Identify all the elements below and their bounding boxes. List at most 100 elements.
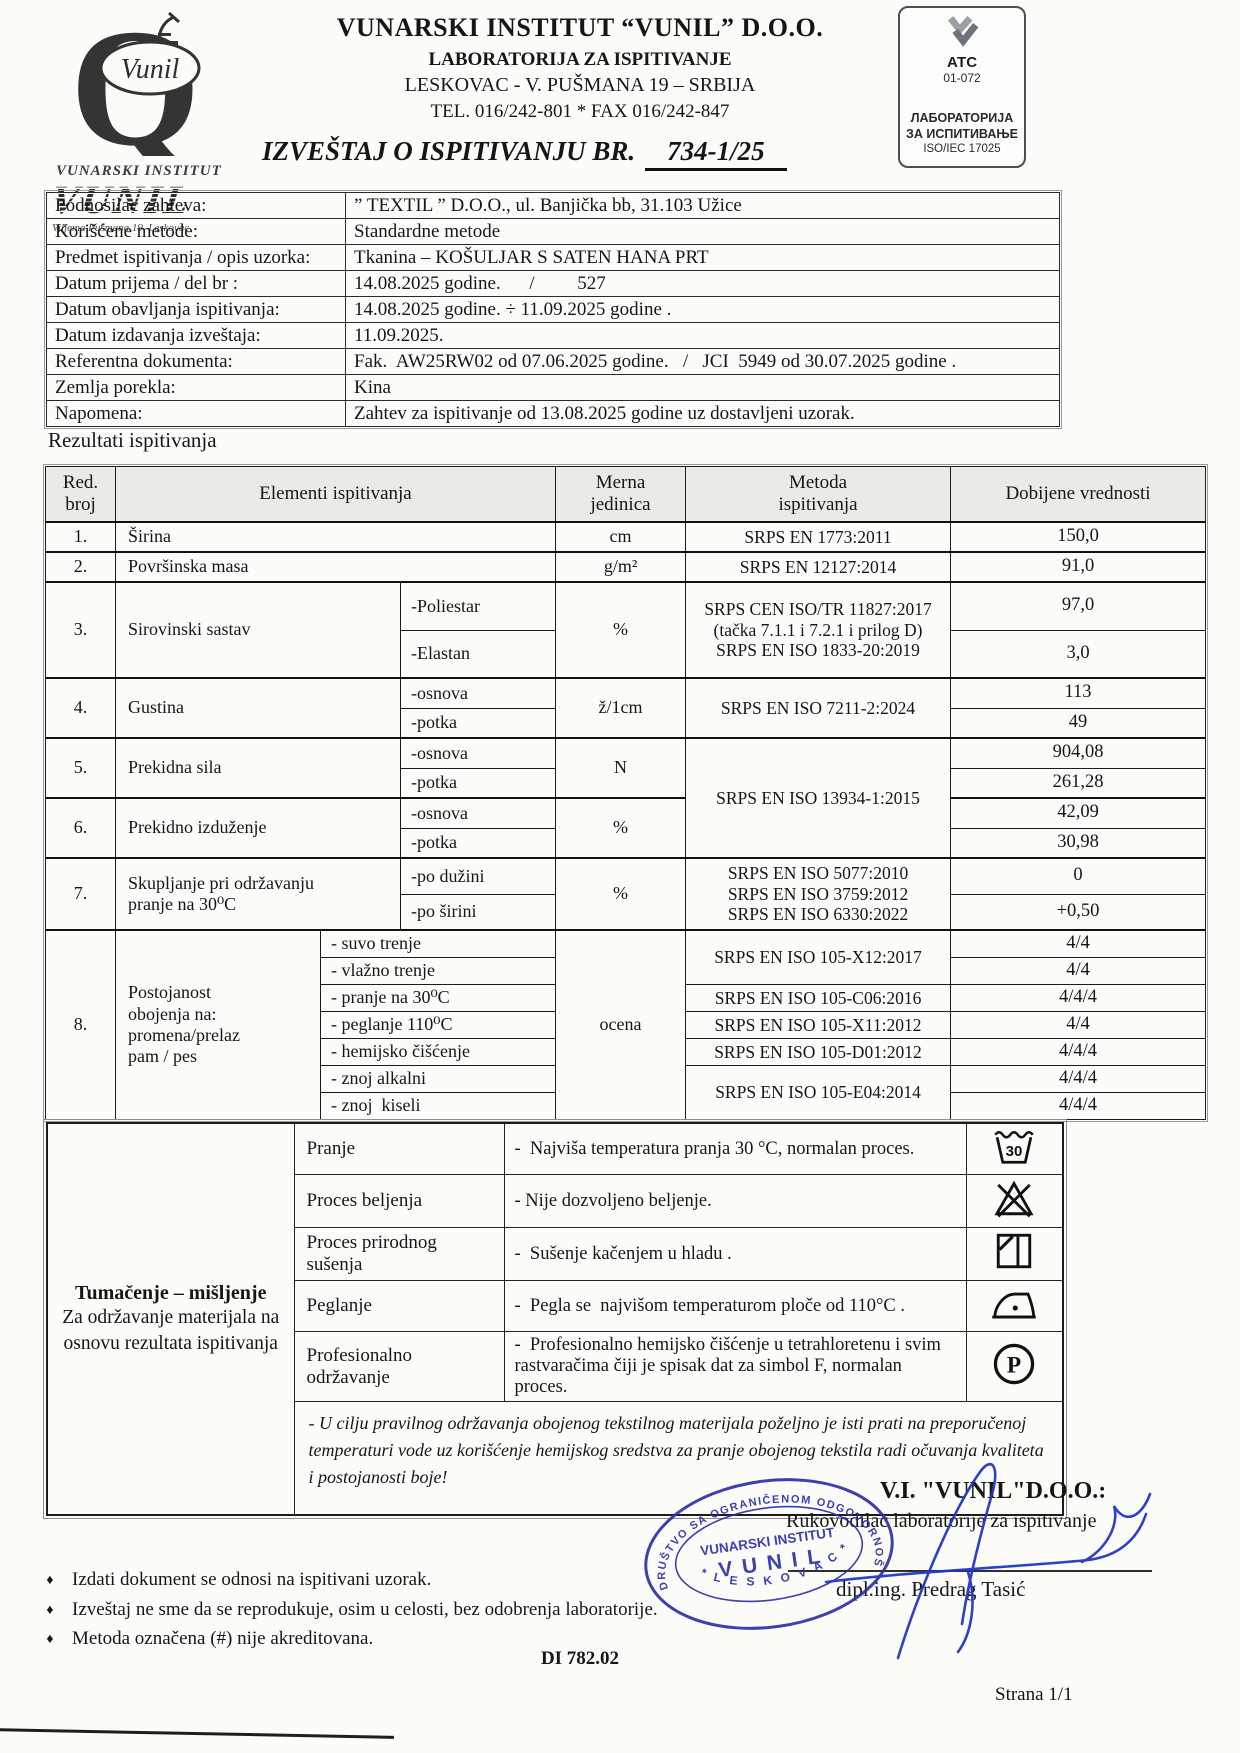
- request-info-table: Podnosilac zahteva:” TEXTIL ” D.O.O., ul…: [44, 190, 1062, 429]
- table-row: Tumačenje – mišljenje Za održavanje mate…: [46, 1122, 1064, 1516]
- table-row: Profesionalno održavanje - Profesionalno…: [47, 1331, 1064, 1402]
- care-label: Pranje: [293, 1122, 505, 1175]
- care-desc: - Pegla se najvišom temperaturom ploče o…: [503, 1280, 967, 1332]
- info-label: Datum prijema / del br :: [46, 270, 346, 297]
- do-not-bleach-icon: [994, 1180, 1034, 1218]
- info-value: 14.08.2025 godine. ÷ 11.09.2025 godine .: [345, 296, 1060, 323]
- info-label: Podnosilac zahteva:: [46, 192, 346, 219]
- scan-edge-artifact: [0, 1728, 394, 1739]
- table-row: Datum prijema / del br :14.08.2025 godin…: [46, 270, 1060, 297]
- table-row: 1. Širina cm SRPS EN 1773:2011 150,0: [45, 521, 1207, 553]
- institute-address: LESKOVAC - V. PUŠMANA 19 – SRBIJA: [404, 74, 756, 97]
- table-row: Podnosilac zahteva:” TEXTIL ” D.O.O., ul…: [46, 192, 1060, 219]
- results-header-row: Red. broj Elementi ispitivanja Merna jedin…: [45, 466, 1207, 523]
- badge-line3: ISO/IEC 17025: [923, 143, 1001, 156]
- wash-30-icon: 30: [994, 1131, 1034, 1164]
- footer-bullet-2: ♦ Izveštaj ne sme da se reprodukuje, osim…: [28, 1599, 657, 1621]
- institute-phone: TEL. 016/242-801 * FAX 016/242-847: [430, 101, 730, 123]
- care-label: Proces prirodnog sušenja: [293, 1227, 505, 1281]
- table-row: 5. Prekidna sila -osnova N SRPS EN ISO 139…: [45, 737, 1207, 859]
- report-title-line: IZVEŠTAJ O ISPITIVANJU BR. 734-1/25: [262, 136, 922, 171]
- table-row: Proces prirodnog sušenja - Sušenje kačen…: [47, 1227, 1064, 1281]
- care-label: Proces beljenja: [293, 1174, 505, 1228]
- info-value: Tkanina – KOŠULJAR S SATEN HANA PRT: [345, 244, 1060, 271]
- table-row: Predmet ispitivanja / opis uzorka: Tkanin…: [46, 244, 1060, 271]
- care-desc: - Sušenje kačenjem u hladu .: [503, 1227, 967, 1281]
- accreditation-badge: АТС 01-072 ЛАБОРАТОРИЈА ЗА ИСПИТИВАЊЕ IS…: [898, 6, 1026, 168]
- table-row: Zemlja porekla: Kina: [46, 374, 1060, 401]
- table-row: 7. Skupljanje pri održavanju pranje na 30…: [45, 857, 1207, 931]
- care-desc: - Profesionalno hemijsko čišćenje u tetr…: [503, 1331, 967, 1402]
- diamond-bullet-icon: ♦: [46, 1603, 54, 1618]
- table-row: - pranje na 30⁰C SRPS EN ISO 105-C06:2016…: [46, 983, 1207, 1012]
- col-metoda: Metoda ispitivanja: [685, 466, 952, 523]
- table-row: - vlažno trenje 4/4: [46, 956, 1207, 985]
- laboratory-name: LABORATORIJA ZA ISPITIVANJE: [428, 48, 732, 70]
- page-number: Strana 1/1: [995, 1684, 1073, 1705]
- table-row: - znoj kiseli 4/4/4: [46, 1091, 1207, 1120]
- iron-one-dot-icon: [992, 1292, 1036, 1319]
- col-dobijene-vrednosti: Dobijene vrednosti: [950, 466, 1207, 523]
- care-symbol-cell: [965, 1174, 1064, 1228]
- care-instructions-table: Tumačenje – mišljenje Za održavanje mate…: [43, 1119, 1067, 1519]
- results-section-title: Rezultati ispitivanja: [48, 428, 217, 452]
- table-row: Napomena: Zahtev za ispitivanje od 13.08.…: [46, 400, 1060, 427]
- badge-line2: ЗА ИСПИТИВАЊЕ: [906, 126, 1018, 141]
- info-value: 11.09.2025.: [345, 322, 1060, 349]
- table-row: -potka 49: [46, 707, 1207, 739]
- badge-number: 01-072: [943, 71, 981, 85]
- vunil-q-logo-icon: Q Vunil: [70, 0, 201, 181]
- table-row: Datum obavljanja ispitivanja: 14.08.2025 …: [46, 296, 1060, 323]
- care-label: Profesionalno održavanje: [293, 1331, 505, 1402]
- care-symbol-cell: 30: [965, 1122, 1064, 1175]
- logo-small-title: VUNARSKI INSTITUT: [56, 163, 222, 179]
- ats-checkmark-icon: [947, 15, 979, 47]
- care-title: Tumačenje – mišljenje: [75, 1282, 267, 1305]
- footer-bullet-3: ♦ Metoda označena (#) nije akreditovana.: [28, 1628, 373, 1650]
- table-row: Referentna dokumenta: Fak. AW25RW02 od 07…: [46, 348, 1060, 375]
- table-row: - znoj alkalni SRPS EN ISO 105-E04:2014 4/…: [46, 1064, 1207, 1120]
- table-row: 8. Postojanost obojenja na: promena/prelaz…: [45, 928, 1207, 1120]
- diamond-bullet-icon: ♦: [46, 1632, 54, 1647]
- report-number: 734-1/25: [645, 136, 787, 171]
- care-title-cell: Tumačenje – mišljenje Za održavanje mate…: [46, 1122, 295, 1516]
- badge-org: АТС: [946, 54, 978, 71]
- info-label: Datum obavljanja ispitivanja:: [46, 296, 346, 323]
- info-label: Datum izdavanja izveštaja:: [46, 322, 346, 349]
- dry-clean-P-icon: P: [994, 1343, 1035, 1384]
- dry-in-shade-icon: [997, 1233, 1032, 1269]
- table-row: 4. Gustina -osnova ž/1cm SRPS EN ISO 7211-…: [45, 677, 1207, 739]
- table-row: -po širini +0,50: [46, 893, 1207, 931]
- letterhead: VUNARSKI INSTITUT “VUNIL” D.O.O. LABORAT…: [255, 12, 905, 124]
- diamond-bullet-icon: ♦: [46, 1573, 54, 1588]
- svg-text:30: 30: [1006, 1143, 1023, 1160]
- col-red-broj: Red. broj: [45, 466, 116, 523]
- table-row: - hemijsko čišćenje SRPS EN ISO 105-D01:2…: [46, 1037, 1207, 1066]
- document-code: DI 782.02: [540, 1648, 620, 1669]
- info-label: Zemlja porekla:: [46, 374, 346, 401]
- info-label: Predmet ispitivanja / opis uzorka:: [46, 244, 346, 271]
- care-symbol-cell: P: [965, 1331, 1064, 1402]
- info-value: 14.08.2025 godine. / 527: [345, 270, 1060, 297]
- badge-line1: ЛАБОРАТОРИЈА: [910, 111, 1014, 125]
- col-elementi: Elementi ispitivanja: [114, 466, 557, 523]
- info-label: Napomena:: [46, 400, 346, 427]
- info-value: Fak. AW25RW02 od 07.06.2025 godine. / JC…: [345, 348, 1060, 375]
- care-desc: - Nije dozvoljeno beljenje.: [503, 1174, 967, 1228]
- svg-text:P: P: [1007, 1352, 1021, 1378]
- footer-bullet-1: ♦ Izdati dokument se odnosi na ispitivani…: [28, 1569, 431, 1591]
- table-row: 2. Površinska masa g/m² SRPS EN 12127:2014…: [45, 551, 1207, 583]
- col-merna-jedinica: Merna jedinica: [555, 466, 687, 523]
- info-value: Zahtev za ispitivanje od 13.08.2025 godi…: [345, 400, 1060, 427]
- table-row: 6. Prekidno izduženje -osnova% 42,09: [45, 797, 1207, 859]
- logo-q-text: Vunil: [121, 54, 180, 85]
- table-row: Peglanje - Pegla se najvišom temperaturo…: [47, 1280, 1064, 1332]
- care-symbol-cell: [965, 1280, 1064, 1332]
- table-row: 3. Sirovinski sastav -Poliestar% SRPS CEN…: [45, 581, 1207, 679]
- report-title: IZVEŠTAJ O ISPITIVANJU BR.: [262, 136, 636, 166]
- info-label: Korišćene metode:: [46, 218, 346, 245]
- info-value: ” TEXTIL ” D.O.O., ul. Banjička bb, 31.1…: [345, 192, 1060, 219]
- table-row: -potka 30,98: [46, 827, 1207, 859]
- institute-name: VUNARSKI INSTITUT “VUNIL” D.O.O.: [336, 13, 824, 42]
